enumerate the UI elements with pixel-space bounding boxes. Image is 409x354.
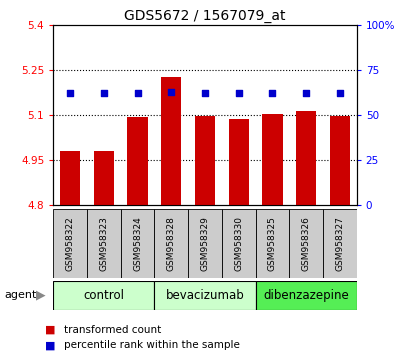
Point [201, 91, 208, 96]
Text: dibenzazepine: dibenzazepine [263, 289, 348, 302]
Bar [154, 281, 255, 310]
Text: GSM958327: GSM958327 [335, 216, 344, 271]
Point [235, 91, 241, 96]
Bar [60, 150, 80, 205]
Bar [255, 281, 356, 310]
Bar [262, 114, 282, 205]
Bar [329, 116, 349, 205]
Point [134, 91, 141, 96]
Bar [120, 209, 154, 278]
Text: control: control [83, 289, 124, 302]
Bar [221, 209, 255, 278]
Text: GSM958325: GSM958325 [267, 216, 276, 271]
Bar [161, 76, 181, 205]
Bar [194, 116, 215, 205]
Text: GSM958322: GSM958322 [65, 216, 74, 271]
Text: GSM958329: GSM958329 [200, 216, 209, 271]
Text: agent: agent [4, 290, 36, 300]
Bar [188, 209, 221, 278]
Text: GSM958328: GSM958328 [166, 216, 175, 271]
Text: ■: ■ [45, 325, 59, 335]
Bar [127, 118, 147, 205]
Text: bevacizumab: bevacizumab [165, 289, 244, 302]
Bar [289, 209, 322, 278]
Bar [53, 281, 154, 310]
Point [336, 91, 342, 96]
Bar [228, 119, 248, 205]
Bar [87, 209, 120, 278]
Text: ▶: ▶ [36, 289, 45, 302]
Point [268, 91, 275, 96]
Text: percentile rank within the sample: percentile rank within the sample [63, 340, 239, 350]
Text: transformed count: transformed count [63, 325, 160, 335]
Text: GSM958323: GSM958323 [99, 216, 108, 271]
Text: GDS5672 / 1567079_at: GDS5672 / 1567079_at [124, 9, 285, 23]
Text: GSM958330: GSM958330 [234, 216, 243, 271]
Bar [53, 209, 87, 278]
Bar [295, 110, 315, 205]
Bar [154, 209, 188, 278]
Bar [94, 151, 114, 205]
Bar [322, 209, 356, 278]
Text: GSM958324: GSM958324 [133, 216, 142, 271]
Point [302, 91, 309, 96]
Text: ■: ■ [45, 340, 59, 350]
Text: GSM958326: GSM958326 [301, 216, 310, 271]
Point [100, 91, 107, 96]
Bar [255, 209, 289, 278]
Point [168, 89, 174, 95]
Point [67, 91, 73, 96]
